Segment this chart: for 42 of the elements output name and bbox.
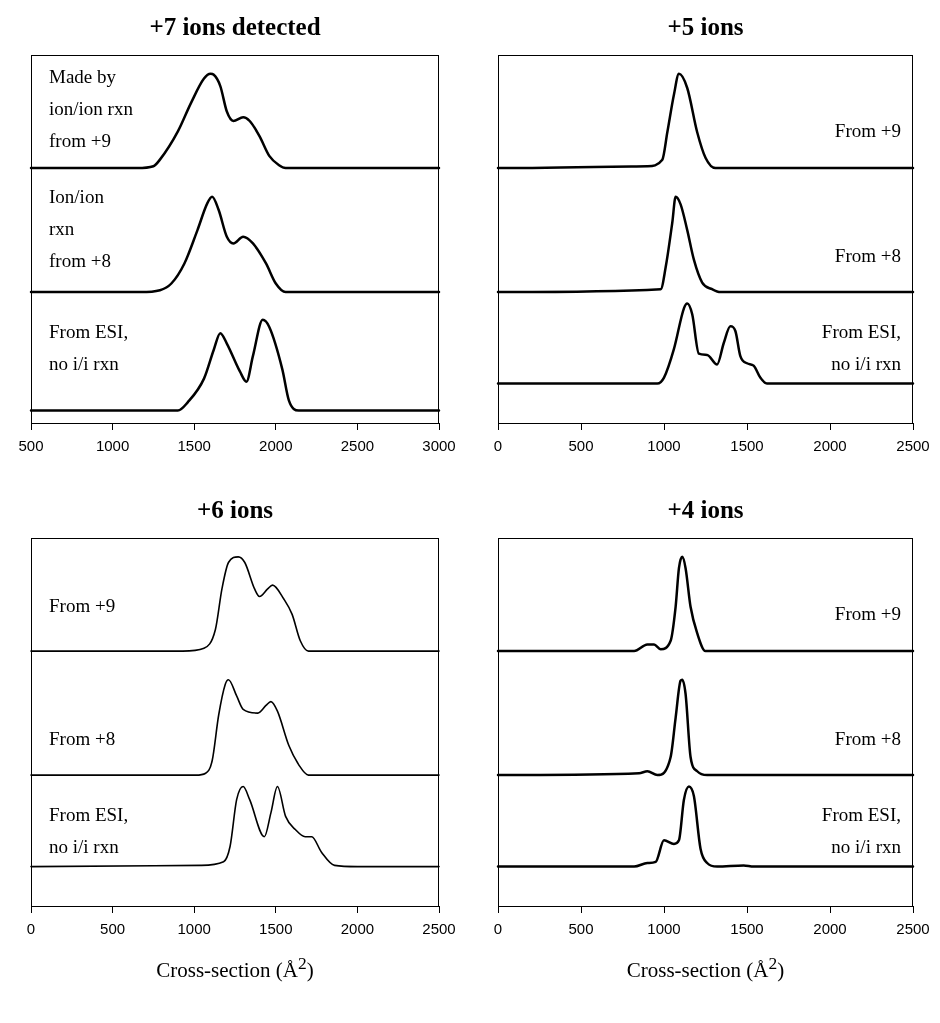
annotation: From +9 [834,120,901,142]
x-tick-label: 1500 [177,437,211,455]
chart-title: +5 ions [666,13,745,41]
annotation: From +8 [834,727,901,749]
chart-title: +6 ions [195,496,275,524]
annotation: From +8 [49,727,116,749]
chart-title: +7 ions detected [148,13,322,41]
annotation: From ESI, no i/i rxn [821,804,902,858]
x-tick-label: 1000 [95,437,130,455]
x-tick-label: 500 [18,437,44,455]
x-tick-label: 2000 [813,920,847,938]
annotation: From +9 [834,603,901,625]
x-tick-label: 500 [568,437,594,455]
x-tick-label: 1500 [259,920,293,938]
x-tick-label: 1000 [177,920,211,938]
annotation: From ESI, no i/i rxn [821,321,902,375]
x-tick-label: 2500 [896,920,930,938]
x-axis-title: Cross-section (Å$^{2}$) [155,953,315,983]
x-tick-label: 1500 [730,437,764,455]
chart-title: +4 ions [666,496,745,524]
x-tick-label: 500 [100,920,126,938]
x-tick-label: 500 [568,920,594,938]
x-axis-title: Cross-section (Å$^{2}$) [625,953,786,983]
annotation: From +9 [49,594,116,616]
x-tick-label: 1500 [730,920,764,938]
annotation: From +8 [834,244,901,266]
x-tick-label: 2500 [422,920,456,938]
x-tick-label: 2000 [813,437,847,455]
x-tick-label: 0 [493,437,503,455]
x-tick-label: 2000 [340,920,375,938]
annotation: From ESI, no i/i rxn [49,804,129,858]
annotation: From ESI, no i/i rxn [49,321,129,375]
x-tick-label: 2500 [340,437,375,455]
annotation: Made by ion/ion rxn from +9 [49,66,134,152]
x-tick-label: 1000 [647,437,681,455]
annotation: Ion/ion rxn from +8 [49,185,111,271]
x-tick-label: 1000 [647,920,681,938]
x-tick-label: 2000 [259,437,293,455]
x-tick-label: 0 [493,920,503,938]
x-tick-label: 2500 [896,437,930,455]
x-tick-label: 0 [26,920,36,938]
x-tick-label: 3000 [422,437,456,455]
